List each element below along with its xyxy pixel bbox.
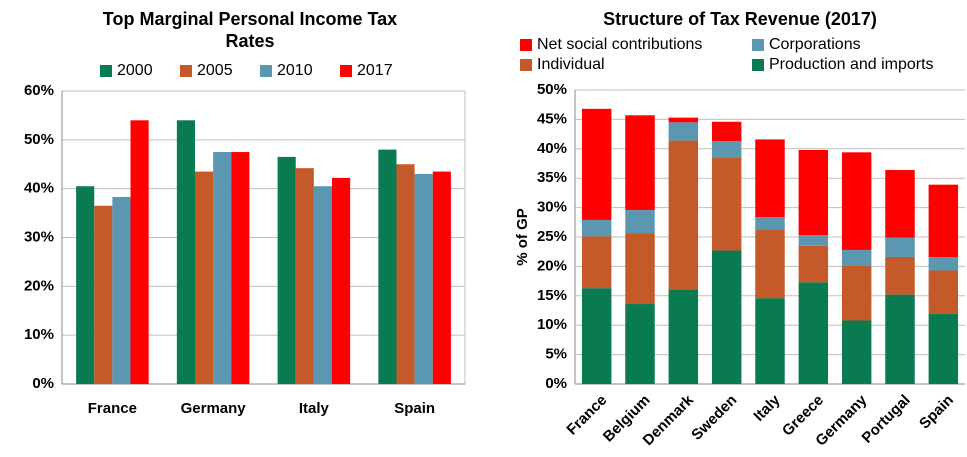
- bar-segment: [625, 233, 655, 305]
- x-tick-label: Portugal: [859, 392, 914, 447]
- bar-segment: [885, 294, 915, 384]
- legend-label: 2017: [357, 62, 393, 79]
- y-tick-label: 25%: [537, 228, 567, 245]
- bar-segment: [798, 245, 829, 283]
- x-tick-label: Italy: [299, 400, 330, 417]
- bar-segment: [885, 256, 915, 295]
- y-tick-label: 20%: [537, 257, 567, 274]
- legend-swatch: [520, 39, 532, 51]
- y-tick-label: 0%: [545, 375, 567, 392]
- bar: [313, 186, 333, 384]
- bar: [277, 156, 296, 384]
- y-tick-label: 20%: [24, 277, 54, 294]
- bar-segment: [841, 265, 872, 321]
- bar-segment: [755, 298, 785, 384]
- bar-segment: [625, 304, 655, 384]
- bar-segment: [625, 209, 655, 234]
- x-tick-label: Spain: [394, 400, 435, 417]
- chart-title: Top Marginal Personal Income Tax Rates: [102, 9, 398, 51]
- y-tick-label: 10%: [24, 326, 54, 343]
- bar: [231, 152, 250, 384]
- bar-segment: [928, 314, 959, 384]
- y-tick-label: 10%: [537, 316, 567, 333]
- y-tick-label: 30%: [24, 228, 54, 245]
- legend-label: Individual: [537, 56, 605, 73]
- legend-label: 2010: [277, 62, 313, 79]
- y-axis-label: % of GP: [514, 208, 531, 266]
- y-tick-label: 60%: [24, 82, 54, 99]
- bar-segment: [841, 320, 872, 384]
- bar: [332, 177, 351, 384]
- bar-segment: [841, 249, 872, 266]
- y-tick-label: 35%: [537, 169, 567, 186]
- legend-swatch: [340, 65, 352, 77]
- bar-segment: [668, 140, 699, 290]
- bar-segment: [625, 115, 655, 210]
- bar: [112, 196, 131, 384]
- bar-segment: [581, 219, 612, 237]
- bar-segment: [928, 184, 959, 257]
- bar-segment: [668, 117, 699, 123]
- bar: [76, 186, 95, 384]
- x-tick-label: Sweden: [688, 392, 740, 444]
- bar: [176, 120, 195, 385]
- bar-segment: [798, 235, 829, 246]
- bar-segment: [711, 250, 742, 384]
- bar-segment: [711, 121, 742, 142]
- bar: [94, 205, 113, 384]
- bar-segment: [581, 288, 612, 384]
- y-tick-label: 0%: [32, 375, 54, 392]
- bar-segment: [581, 236, 612, 289]
- legend-label: 2000: [117, 62, 153, 79]
- bar-segment: [928, 270, 959, 315]
- bar-segment: [755, 217, 785, 230]
- bar-segment: [668, 122, 699, 141]
- y-tick-label: 50%: [24, 131, 54, 148]
- bar-segment: [798, 282, 829, 384]
- bar: [295, 168, 314, 384]
- bar-segment: [928, 256, 959, 271]
- y-tick-label: 50%: [537, 81, 567, 98]
- y-tick-label: 40%: [24, 180, 54, 197]
- y-tick-label: 30%: [537, 199, 567, 216]
- legend-label: Corporations: [769, 36, 861, 53]
- bar-segment: [885, 169, 915, 238]
- chart-title: Structure of Tax Revenue (2017): [603, 9, 877, 29]
- bar-segment: [711, 157, 742, 251]
- x-tick-label: France: [88, 400, 137, 417]
- bar: [194, 171, 214, 384]
- legend-swatch: [752, 39, 764, 51]
- bar-segment: [668, 289, 699, 384]
- bar: [130, 120, 149, 385]
- bar: [378, 149, 397, 384]
- y-tick-label: 45%: [537, 110, 567, 127]
- bar-segment: [755, 229, 785, 299]
- bar-segment: [711, 141, 742, 158]
- bar: [414, 174, 433, 384]
- x-tick-label: Germany: [181, 400, 247, 417]
- legend-swatch: [100, 65, 112, 77]
- y-tick-label: 5%: [545, 346, 567, 363]
- x-tick-label: Italy: [750, 391, 784, 425]
- legend-label: 2005: [197, 62, 233, 79]
- legend-swatch: [520, 59, 532, 71]
- x-tick-label: Spain: [916, 392, 957, 433]
- bar: [432, 171, 451, 384]
- y-tick-label: 40%: [537, 140, 567, 157]
- legend-swatch: [752, 59, 764, 71]
- bar-segment: [755, 139, 785, 218]
- bar-segment: [798, 149, 829, 236]
- legend-swatch: [180, 65, 192, 77]
- bar: [396, 164, 415, 384]
- bar-segment: [581, 108, 612, 220]
- bar-segment: [885, 237, 915, 257]
- legend-label: Production and imports: [769, 56, 934, 73]
- bar: [213, 152, 232, 384]
- legend-swatch: [260, 65, 272, 77]
- bar-segment: [841, 152, 872, 250]
- legend-label: Net social contributions: [537, 36, 702, 53]
- y-tick-label: 15%: [537, 287, 567, 304]
